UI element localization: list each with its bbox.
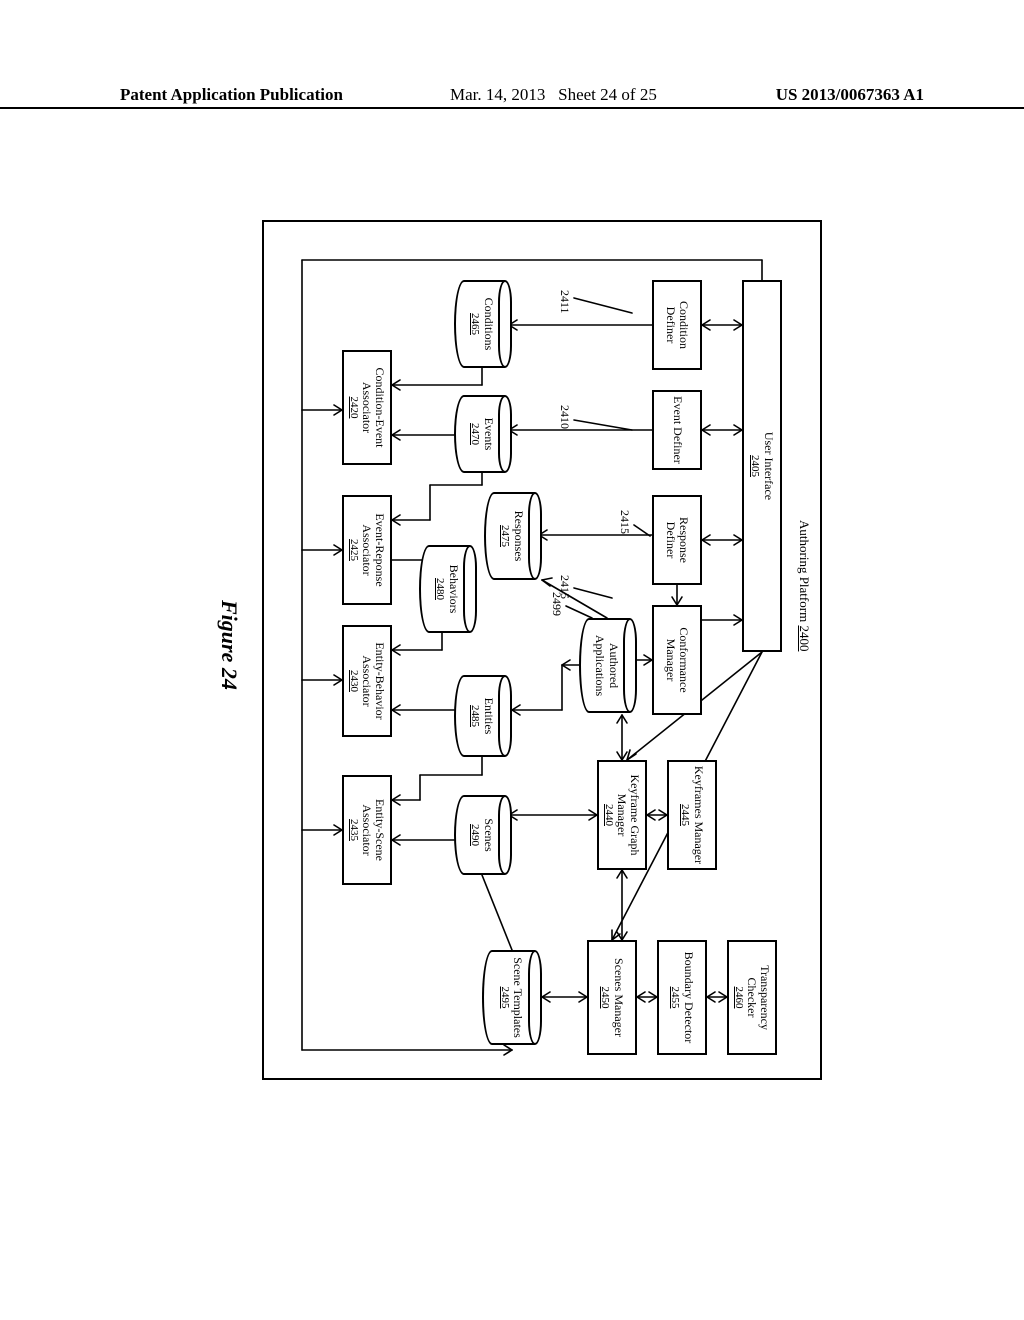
node-ref: 2430 <box>348 670 360 692</box>
cylinder-authored: Authored Applications <box>579 618 637 713</box>
header-sheet: Sheet 24 of 25 <box>558 85 657 104</box>
node-label: Transparency Checker <box>745 944 771 1051</box>
cylinder-resp: Responses2475 <box>484 492 542 580</box>
cylinder-ent: Entities2485 <box>454 675 512 757</box>
cyl-label: Conditions2465 <box>469 280 494 368</box>
cyl-label: Scenes2490 <box>469 795 494 875</box>
cyl-ref: 2465 <box>469 280 481 368</box>
cyl-label: Entities2485 <box>469 675 494 757</box>
node-ref: 2445 <box>679 804 691 826</box>
node-label: Condition-Event Associator <box>360 354 386 461</box>
header-left: Patent Application Publication <box>120 85 343 105</box>
node-ref: 2460 <box>733 987 745 1009</box>
cyl-text: Entities <box>481 675 494 757</box>
header-middle: Mar. 14, 2013 Sheet 24 of 25 <box>450 85 657 105</box>
node-er_assoc: Event-Reponse Associator2425 <box>342 495 392 605</box>
node-ref: 2455 <box>669 987 681 1009</box>
node-kfg_mgr: Keyframe Graph Manager2440 <box>597 760 647 870</box>
platform-ref: 2400 <box>797 625 812 651</box>
node-bnd_det: Boundary Detector2455 <box>657 940 707 1055</box>
figure-caption: Figure 24 <box>216 600 242 690</box>
diagram: Authoring Platform 2400 User Interface24… <box>202 220 822 1080</box>
cyl-text: Responses <box>511 492 524 580</box>
node-ref: 2450 <box>599 987 611 1009</box>
cylinder-scenes: Scenes2490 <box>454 795 512 875</box>
node-label: Scenes Manager <box>611 958 624 1037</box>
cyl-top <box>463 545 477 633</box>
node-ref: 2440 <box>603 804 615 826</box>
cyl-ref: 2470 <box>469 395 481 473</box>
node-ref: 2420 <box>348 397 360 419</box>
node-label: User Interface <box>761 432 774 500</box>
cyl-ref: 2480 <box>434 545 446 633</box>
node-label: Response Definer <box>664 499 690 581</box>
cyl-top <box>528 492 542 580</box>
node-ce_assoc: Condition-Event Associator2420 <box>342 350 392 465</box>
platform-text: Authoring Platform <box>797 520 812 622</box>
node-ref: 2405 <box>749 455 761 477</box>
page-header: Patent Application Publication Mar. 14, … <box>0 85 1024 109</box>
cyl-label: Behaviors2480 <box>434 545 459 633</box>
node-ref: 2435 <box>348 819 360 841</box>
node-label: Boundary Detector <box>681 952 694 1044</box>
cyl-text: Conditions <box>481 280 494 368</box>
cyl-ref: 2490 <box>469 795 481 875</box>
cyl-label: Authored Applications <box>593 618 619 713</box>
cyl-text: Behaviors <box>446 545 459 633</box>
header-date: Mar. 14, 2013 <box>450 85 545 104</box>
node-label: Conformance Manager <box>664 609 690 711</box>
node-label: Entity-Behavior Associator <box>360 629 386 733</box>
node-label: Keyframe Graph Manager <box>615 764 641 866</box>
lead-l2411: 2411 <box>557 290 572 314</box>
node-kf_mgr: Keyframes Manager2445 <box>667 760 717 870</box>
node-label: Condition Definer <box>664 284 690 366</box>
cyl-label: Scene Templates2495 <box>499 950 524 1045</box>
page: Patent Application Publication Mar. 14, … <box>0 0 1024 1320</box>
cyl-label: Responses2475 <box>499 492 524 580</box>
lead-l2410: 2410 <box>557 405 572 429</box>
lead-l2499: 2499 <box>549 592 564 616</box>
figure-area: Authoring Platform 2400 User Interface24… <box>82 258 942 1042</box>
cyl-top <box>498 675 512 757</box>
node-label: Event-Reponse Associator <box>360 499 386 601</box>
cyl-top <box>498 280 512 368</box>
cylinder-st: Scene Templates2495 <box>482 950 542 1045</box>
cyl-text: Scene Templates <box>511 950 524 1045</box>
cyl-ref: 2495 <box>499 950 511 1045</box>
node-tr_chk: Transparency Checker2460 <box>727 940 777 1055</box>
node-cond_def: Condition Definer <box>652 280 702 370</box>
cylinder-cond: Conditions2465 <box>454 280 512 368</box>
node-es_assoc: Entity-Scene Associator2435 <box>342 775 392 885</box>
cyl-ref: 2485 <box>469 675 481 757</box>
cyl-top <box>623 618 637 713</box>
cyl-top <box>498 395 512 473</box>
cyl-ref: 2475 <box>499 492 511 580</box>
lead-l2415a: 2415 <box>617 510 632 534</box>
cyl-text: Events <box>481 395 494 473</box>
node-ref: 2425 <box>348 539 360 561</box>
cylinder-beh: Behaviors2480 <box>419 545 477 633</box>
node-label: Keyframes Manager <box>691 766 704 864</box>
node-label: Entity-Scene Associator <box>360 779 386 881</box>
node-evt_def: Event Definer <box>652 390 702 470</box>
cylinder-evts: Events2470 <box>454 395 512 473</box>
node-label: Event Definer <box>670 396 683 464</box>
cyl-top <box>498 795 512 875</box>
cyl-text: Scenes <box>481 795 494 875</box>
node-eb_assoc: Entity-Behavior Associator2430 <box>342 625 392 737</box>
node-ui: User Interface2405 <box>742 280 782 652</box>
cyl-label: Events2470 <box>469 395 494 473</box>
header-right: US 2013/0067363 A1 <box>776 85 924 105</box>
platform-label: Authoring Platform 2400 <box>796 520 812 651</box>
cyl-text: Authored Applications <box>593 618 619 713</box>
cyl-top <box>528 950 542 1045</box>
node-conf_mgr: Conformance Manager <box>652 605 702 715</box>
node-resp_def: Response Definer <box>652 495 702 585</box>
node-sc_mgr: Scenes Manager2450 <box>587 940 637 1055</box>
